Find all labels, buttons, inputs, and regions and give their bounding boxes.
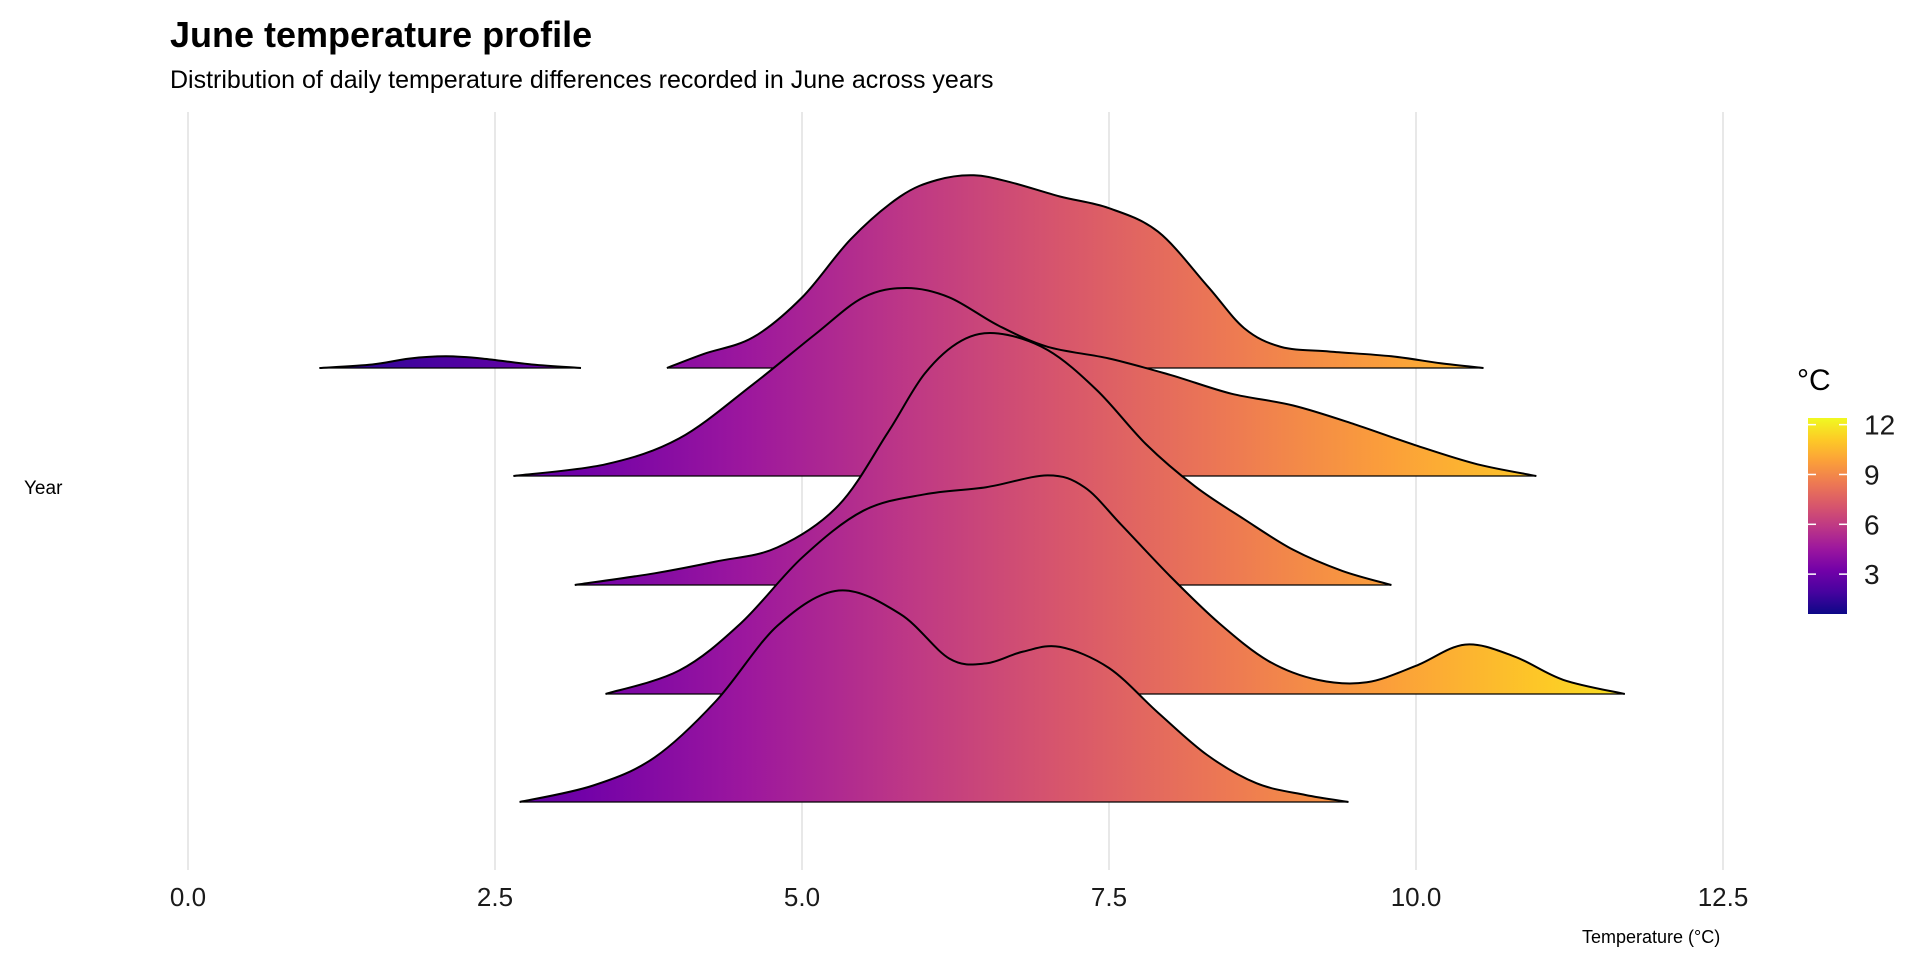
- x-tick-label-5: 12.5: [1698, 882, 1749, 912]
- x-tick-label-3: 7.5: [1091, 882, 1127, 912]
- x-tick-label-4: 10.0: [1391, 882, 1442, 912]
- legend-tick-label-1: 6: [1864, 509, 1880, 540]
- x-tick-label-2: 5.0: [784, 882, 820, 912]
- ridge-1-outline-1: [319, 355, 582, 369]
- grid-lines: [187, 112, 1724, 870]
- ridge-5-outline-1: [519, 589, 1349, 803]
- ridge-1-area-1: [319, 356, 581, 368]
- y-axis-label: Year: [24, 478, 63, 499]
- ridge-5: [519, 589, 1349, 803]
- color-legend: 3 6 9 12: [1808, 410, 1895, 614]
- x-axis-ticks: 0.0 2.5 5.0 7.5 10.0 12.5: [170, 882, 1748, 912]
- legend-tick-label-2: 9: [1864, 459, 1880, 490]
- ridge-1-area-2: [666, 175, 1484, 368]
- legend-title: °C: [1797, 364, 1831, 397]
- chart-title: June temperature profile: [170, 14, 593, 55]
- legend-colorbar: [1808, 418, 1847, 614]
- x-axis-label: Temperature (°C): [1582, 927, 1721, 947]
- ridge-4-outline-1: [605, 474, 1626, 695]
- ridge-2-outline-1: [513, 287, 1537, 477]
- ridge-1-outline-2: [666, 174, 1484, 369]
- ridge-3-area-1: [574, 333, 1392, 585]
- legend-tick-label-0: 3: [1864, 559, 1880, 590]
- ridges: [319, 174, 1626, 803]
- x-tick-label-0: 0.0: [170, 882, 206, 912]
- x-tick-label-1: 2.5: [477, 882, 513, 912]
- legend-tick-label-3: 12: [1864, 410, 1895, 441]
- ridge-3-outline-1: [574, 332, 1392, 586]
- chart-subtitle: Distribution of daily temperature differ…: [170, 66, 994, 94]
- ridge-5-area-1: [519, 590, 1349, 802]
